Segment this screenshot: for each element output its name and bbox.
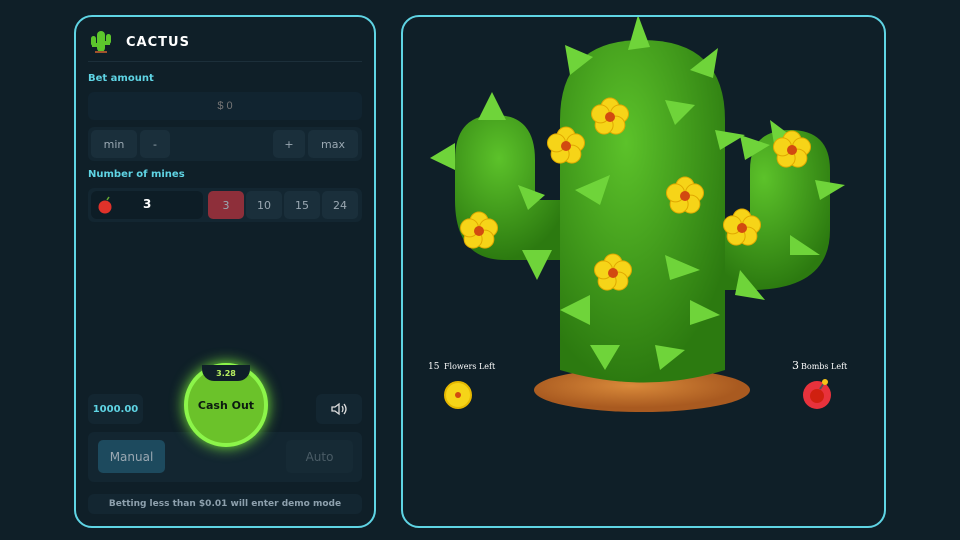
multiplier-badge: 3.28: [202, 365, 250, 381]
soil-mound: [534, 368, 750, 412]
flower-icon[interactable]: [546, 126, 586, 164]
flowers-left-count: 15: [428, 362, 440, 372]
tab-auto[interactable]: Auto: [286, 440, 353, 473]
cactus-field: 15 Flowers Left 3 Bombs Left: [428, 17, 848, 412]
bet-amount-label: Bet amount: [88, 73, 154, 84]
cactus-logo-icon: [91, 31, 111, 53]
flower-icon[interactable]: [590, 97, 630, 135]
increase-button[interactable]: +: [273, 130, 305, 158]
demo-notice: Betting less than $0.01 will enter demo …: [88, 494, 362, 514]
mines-input[interactable]: 3: [91, 191, 203, 219]
cactus-trunk: [560, 40, 725, 383]
app-title: CACTUS: [126, 35, 190, 50]
flowers-left-label: Flowers Left: [444, 362, 496, 371]
tab-manual[interactable]: Manual: [98, 440, 165, 473]
flower-icon[interactable]: [722, 208, 762, 246]
mines-option-3[interactable]: 3: [208, 191, 244, 219]
bombs-left-label: Bombs Left: [801, 362, 848, 371]
speaker-icon: [331, 402, 347, 416]
balance-display: 1000.00: [88, 394, 143, 424]
bombs-left-count: 3: [792, 359, 799, 372]
bomb-icon: [98, 196, 112, 214]
mines-option-10[interactable]: 10: [246, 191, 282, 219]
mines-row: 3 3 10 15 24: [88, 188, 362, 222]
divider: [88, 61, 362, 62]
flower-icon[interactable]: [459, 211, 499, 249]
flower-icon[interactable]: [772, 130, 812, 168]
control-panel: CACTUS Bet amount min - + max Number of …: [74, 15, 376, 528]
cash-out-button[interactable]: 3.28 Cash Out: [184, 363, 268, 447]
cash-out-label: Cash Out: [197, 398, 255, 412]
cactus-spikes: [430, 17, 845, 370]
mines-option-15[interactable]: 15: [284, 191, 320, 219]
flower-icon[interactable]: [665, 176, 705, 214]
decrease-button[interactable]: -: [140, 130, 170, 158]
bet-amount-input[interactable]: [88, 92, 362, 120]
sound-button[interactable]: [316, 394, 362, 424]
min-button[interactable]: min: [91, 130, 137, 158]
flower-icon[interactable]: [593, 253, 633, 291]
cactus-right-arm: [720, 130, 830, 290]
max-button[interactable]: max: [308, 130, 358, 158]
mines-option-24[interactable]: 24: [322, 191, 358, 219]
mines-label: Number of mines: [88, 169, 185, 180]
bet-adjust-row: min - + max: [88, 127, 362, 161]
game-board: 15 Flowers Left 3 Bombs Left: [401, 15, 886, 528]
mines-value: 3: [143, 197, 152, 211]
